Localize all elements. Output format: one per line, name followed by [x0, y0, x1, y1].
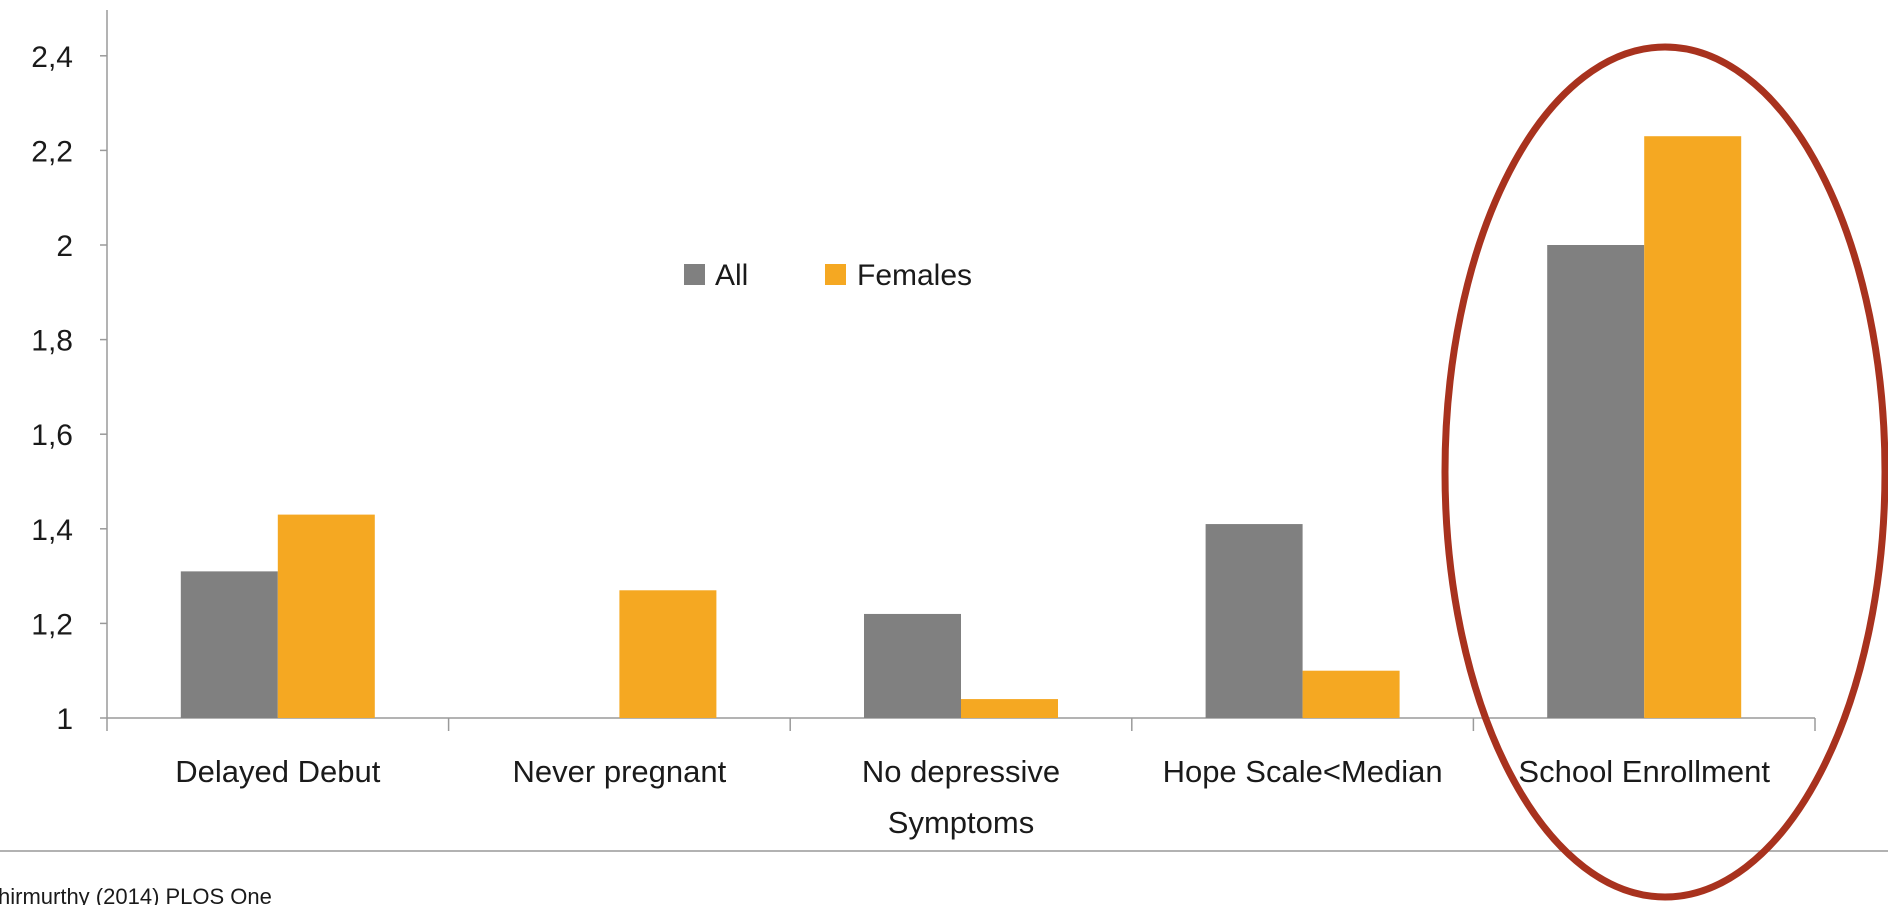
- x-tick-label: Hope Scale<Median: [1163, 754, 1443, 789]
- bar-females-0: [277, 514, 375, 718]
- y-tick-label: 2: [56, 230, 73, 263]
- x-tick-label: No depressive Symptoms: [862, 754, 1060, 840]
- legend-label-females: Females: [857, 259, 972, 292]
- y-tick-label: 1,4: [31, 514, 73, 547]
- y-tick-label: 2,2: [31, 135, 73, 168]
- y-tick-label: 1: [56, 703, 73, 736]
- x-tick-label: Never pregnant: [513, 754, 727, 789]
- x-tick-label: School Enrollment: [1518, 754, 1770, 789]
- highlight-ellipse: [1441, 43, 1888, 901]
- y-tick-label: 1,6: [31, 419, 73, 452]
- legend-swatch-females: [825, 264, 846, 285]
- legend-label-all: All: [715, 259, 748, 292]
- bar-females-1: [619, 590, 717, 718]
- bar-all-4: [1547, 245, 1645, 718]
- bar-females-2: [961, 699, 1058, 718]
- y-tick-label: 1,8: [31, 325, 73, 358]
- bar-females-4: [1644, 136, 1742, 718]
- y-axis-ticks: 1 1,2 1,4 1,6 1,8 2 2,2 2,4: [31, 41, 107, 736]
- legend: All Females: [684, 259, 972, 292]
- bars: [180, 136, 1742, 718]
- bar-all-3: [1205, 524, 1303, 718]
- x-tick-label: Delayed Debut: [175, 754, 380, 789]
- source-citation: hirmurthy (2014) PLOS One: [0, 884, 272, 905]
- y-tick-label: 2,4: [31, 41, 73, 74]
- legend-swatch-all: [684, 264, 705, 285]
- bar-all-0: [180, 571, 278, 718]
- bar-all-2: [864, 613, 961, 718]
- x-axis-ticks: Delayed Debut Never pregnant No depressive…: [106, 718, 1816, 840]
- bar-females-3: [1302, 670, 1400, 718]
- y-tick-label: 1,2: [31, 608, 73, 641]
